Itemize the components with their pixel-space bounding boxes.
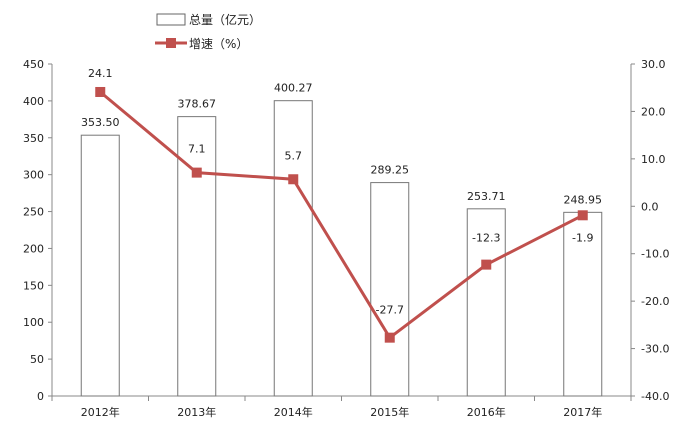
- bar-value-label: 253.71: [467, 190, 506, 203]
- growth-line: [95, 86, 588, 343]
- line-value-label: 7.1: [188, 143, 206, 156]
- y-left-tick-label: 300: [23, 169, 44, 182]
- x-tick-label: 2014年: [274, 405, 313, 419]
- y-right-tick-label: -20.0: [641, 295, 669, 308]
- legend: 总量（亿元） 增速（%）: [155, 12, 261, 51]
- x-tick-label: 2016年: [467, 405, 506, 419]
- bar-value-label: 353.50: [81, 116, 120, 129]
- legend-line-label: 增速（%）: [189, 37, 248, 51]
- line-value-label: -1.9: [572, 231, 593, 244]
- line-value-label: -27.7: [376, 304, 404, 317]
- bar: [563, 211, 603, 397]
- y-right-tick-label: 0.0: [641, 200, 659, 213]
- bar: [80, 134, 120, 397]
- y-right-tick-label: 10.0: [641, 153, 666, 166]
- growth-line-path: [99, 90, 584, 340]
- line-value-label: 5.7: [285, 149, 303, 162]
- y-left-tick-label: 400: [23, 95, 44, 108]
- bar: [370, 182, 410, 397]
- legend-bar-label: 总量（亿元）: [189, 12, 261, 27]
- y-left-tick-label: 350: [23, 132, 44, 145]
- bar-value-label: 378.67: [178, 98, 217, 111]
- y-right-tick-label: 30.0: [641, 58, 666, 71]
- y-left-tick-label: 50: [30, 353, 44, 366]
- x-tick-label: 2017年: [563, 405, 602, 419]
- y-right-tick-label: -40.0: [641, 390, 669, 403]
- bar: [466, 208, 506, 397]
- x-tick-label: 2015年: [370, 405, 409, 419]
- bar-value-label: 289.25: [371, 164, 410, 177]
- y-left-tick-label: 150: [23, 279, 44, 292]
- y-right-tick-label: -30.0: [641, 343, 669, 356]
- y-left-tick-label: 200: [23, 242, 44, 255]
- x-tick-label: 2013年: [177, 405, 216, 419]
- bar: [273, 100, 313, 397]
- line-marker: [577, 210, 588, 221]
- bar-value-label: 248.95: [564, 193, 603, 206]
- line-marker: [191, 167, 202, 178]
- line-marker: [384, 332, 395, 343]
- line-marker: [95, 86, 106, 97]
- y-right-tick-label: -10.0: [641, 248, 669, 261]
- line-value-label: -12.3: [472, 232, 500, 245]
- y-left-tick-label: 0: [37, 390, 44, 403]
- legend-line-marker: [166, 38, 176, 48]
- bar: [177, 116, 217, 397]
- x-tick-label: 2012年: [81, 405, 120, 419]
- y-left-tick-label: 250: [23, 206, 44, 219]
- bar-value-label: 400.27: [274, 82, 313, 95]
- legend-bar-swatch: [156, 13, 186, 26]
- line-marker: [288, 174, 299, 185]
- data-labels: 353.50 378.67 400.27 289.25 253.71 248.95 24.1…: [81, 67, 602, 317]
- bars: [80, 100, 603, 397]
- line-marker: [481, 259, 492, 270]
- y-left-tick-label: 450: [23, 58, 44, 71]
- y-right-tick-label: 20.0: [641, 105, 666, 118]
- axes: 0 50 100 150 200 250 300 350 400 450 30.0 20.0 10.0 0…: [23, 58, 669, 419]
- line-value-label: 24.1: [88, 67, 113, 80]
- y-left-tick-label: 100: [23, 316, 44, 329]
